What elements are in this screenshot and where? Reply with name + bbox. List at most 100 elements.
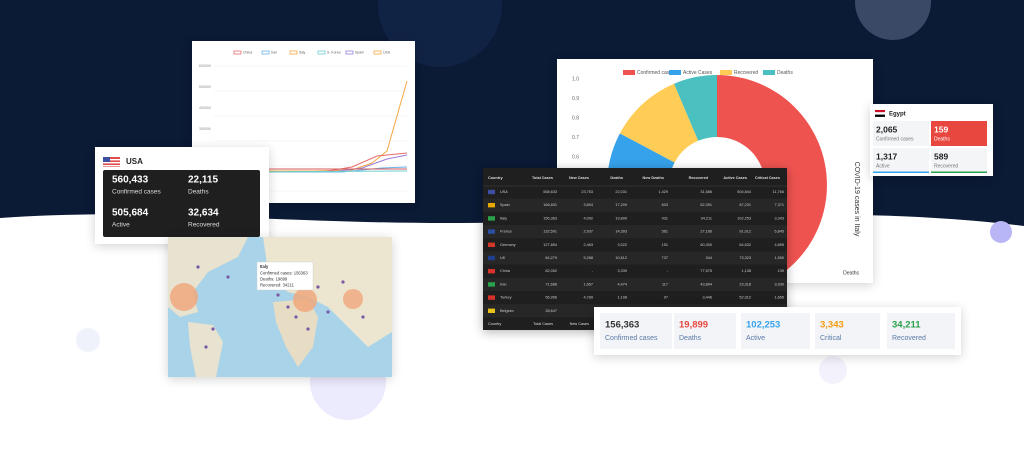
stat-label: Deaths [188, 189, 209, 196]
table-cell: 151 [662, 243, 668, 247]
table-cell: 60,300 [700, 243, 712, 247]
legend-swatch [669, 70, 681, 75]
legend-label: USA [383, 51, 391, 55]
stat-value: 560,433 [112, 175, 149, 186]
stat-label: Active [876, 163, 890, 169]
map-card: Italy Confirmed cases: 156363 Deaths: 1989… [168, 237, 392, 377]
table-cell: Spain [500, 203, 510, 207]
legend-label: S. Korea [327, 51, 341, 55]
row-flag [488, 229, 495, 234]
column-header: Total Cases [532, 176, 553, 180]
column-header: Deaths [610, 176, 623, 180]
column-header: Recovered [689, 176, 709, 180]
table-cell: - [667, 269, 669, 273]
table-cell: 1,665 [774, 296, 784, 300]
table-cell: Italy [500, 216, 507, 220]
stat-box [931, 121, 987, 146]
stat-box [931, 148, 987, 173]
y-tick-label: 1.0 [572, 76, 579, 82]
legend-swatch [623, 70, 635, 75]
table-cell: 1,429 [658, 190, 668, 194]
table-cell: 3,446 [702, 296, 712, 300]
table-cell: 23,318 [739, 282, 751, 286]
row-flag [488, 189, 495, 195]
legend-swatch [345, 50, 354, 55]
land [188, 322, 223, 377]
table-cell: China [500, 269, 511, 273]
table-cell: 4,789 [583, 296, 593, 300]
table-cell: Iran [500, 282, 507, 286]
table-cell: 28,647 [545, 309, 557, 313]
stat-value: 19,899 [679, 320, 708, 331]
legend-swatch [720, 70, 732, 75]
table-cell: 102,253 [737, 216, 751, 220]
stat-value: 102,253 [746, 320, 780, 331]
y-tick-label: 400000 [199, 106, 211, 110]
table-cell: 3,343 [774, 216, 784, 220]
legend-label: Iran [271, 51, 277, 55]
table-cell: - [592, 269, 594, 273]
stat-box [674, 313, 736, 349]
table-cell: 27,186 [700, 230, 712, 234]
y-tick-label: 500000 [199, 85, 211, 89]
table-cell: 19,899 [615, 216, 627, 220]
table-cell: 87,231 [739, 203, 751, 207]
table-cell: Belgium [500, 309, 514, 313]
legend-label: Active Cases [683, 70, 713, 76]
table-cell: 91,012 [739, 230, 751, 234]
y-tick-label: 0.6 [572, 154, 579, 160]
table-cell: France [500, 230, 512, 234]
case-bubble [293, 288, 317, 312]
table-cell: 14,393 [615, 230, 627, 234]
table-card: Country Total Cases New Cases Deaths New Dea… [483, 168, 787, 330]
table-cell: 603 [662, 203, 668, 207]
table-cell: 561 [662, 230, 668, 234]
legend-label: Recovered [734, 70, 758, 76]
series-line [222, 80, 408, 172]
table-cell: 77,575 [700, 269, 712, 273]
deco-circle [990, 221, 1012, 243]
deco-circle [855, 0, 931, 40]
y-tick-label: 600000 [199, 64, 211, 68]
stat-label: Active [112, 222, 130, 229]
table-cell: 737 [662, 256, 668, 260]
legend-label: Confirmed cases [637, 70, 675, 76]
table-cell: 3,339 [617, 269, 627, 273]
tooltip-line: Recovered: 34211 [260, 283, 295, 288]
stat-label: Deaths [934, 136, 950, 142]
table-cell: 139 [778, 269, 784, 273]
tooltip-line: Deaths: 19899 [260, 277, 288, 282]
legend-label: China [243, 51, 252, 55]
column-header: Active Cases [723, 176, 747, 180]
column-header: Country [488, 176, 503, 180]
table-cell: 166,831 [543, 203, 557, 207]
stats-box [103, 170, 260, 237]
table-cell: 117 [662, 282, 668, 286]
legend-swatch [233, 50, 242, 55]
table-cell: 62,391 [700, 203, 712, 207]
stat-value: 159 [934, 124, 948, 134]
donut-segment [674, 74, 717, 141]
usa-card: USA 560,433 Confirmed cases 22,115 Deaths 50… [95, 147, 269, 244]
stat-box [887, 313, 955, 349]
table-cell: 3,804 [583, 203, 593, 207]
table-cell: 132,591 [543, 230, 557, 234]
stat-label: Recovered [188, 222, 220, 229]
table-cell: 6,845 [774, 230, 784, 234]
usa-stats: USA 560,433 Confirmed cases 22,115 Deaths 50… [103, 157, 260, 237]
table-cell: 3,022 [617, 243, 627, 247]
table-cell: Germany [500, 243, 516, 247]
stat-box [873, 148, 929, 173]
legend-swatch [317, 50, 326, 55]
legend-label: Italy [299, 51, 306, 55]
table-cell: 56,956 [545, 296, 557, 300]
stat-value: 34,211 [892, 320, 921, 331]
row-flag [488, 282, 495, 287]
x-label: Deaths [843, 270, 859, 276]
row-stripe [483, 225, 787, 239]
legend-swatch [289, 50, 298, 55]
stat-value: 2,065 [876, 124, 898, 134]
stat-underline [873, 171, 929, 173]
column-header: New Cases [569, 176, 589, 180]
